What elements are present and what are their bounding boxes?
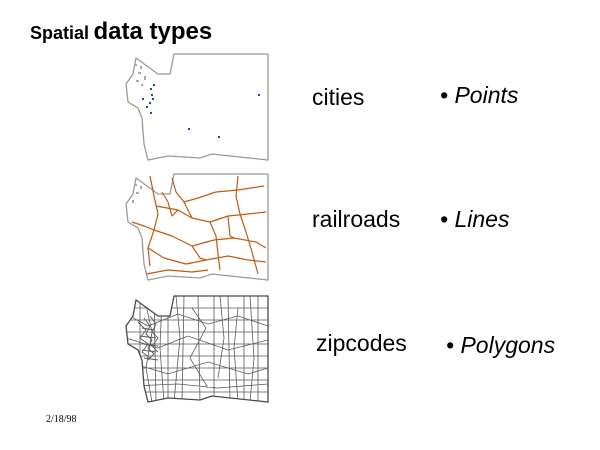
city-point bbox=[258, 94, 260, 96]
city-point bbox=[218, 136, 220, 138]
type-lines: • Lines bbox=[440, 206, 509, 233]
zipcode-polygons bbox=[126, 296, 268, 402]
slide-date: 2/18/98 bbox=[46, 414, 77, 425]
label-cities: cities bbox=[312, 84, 365, 110]
slide-title: Spatial data types bbox=[30, 18, 212, 46]
state-outline bbox=[125, 53, 269, 161]
type-points: • Points bbox=[440, 82, 518, 109]
zipcodes-polygons-map-icon bbox=[125, 295, 269, 403]
bullet-lines: • bbox=[440, 206, 449, 232]
label-railroads: railroads bbox=[312, 206, 401, 232]
city-point bbox=[149, 102, 151, 104]
puget-sound-islands bbox=[134, 64, 146, 86]
type-points-text: Points bbox=[454, 82, 519, 108]
type-polygons: • Polygons bbox=[446, 332, 555, 359]
city-point bbox=[150, 88, 152, 90]
city-point bbox=[146, 106, 148, 108]
puget-sound-islands bbox=[132, 184, 142, 203]
title-spatial: Spatial bbox=[30, 23, 90, 43]
city-points bbox=[142, 84, 260, 138]
state-outline bbox=[125, 295, 269, 403]
bullet-polygons: • bbox=[446, 332, 455, 358]
railroads-lines-map-icon bbox=[125, 173, 269, 281]
type-lines-text: Lines bbox=[454, 206, 510, 232]
label-zipcodes: zipcodes bbox=[316, 330, 407, 356]
railroad-lines bbox=[131, 175, 267, 275]
type-polygons-text: Polygons bbox=[460, 332, 556, 358]
city-point bbox=[150, 112, 152, 114]
city-point bbox=[188, 128, 190, 130]
city-point bbox=[152, 98, 154, 100]
city-point bbox=[142, 98, 144, 100]
cities-points-map-icon bbox=[125, 53, 269, 161]
city-point bbox=[151, 94, 153, 96]
bullet-points: • bbox=[440, 82, 449, 108]
title-data-types: data types bbox=[93, 18, 213, 45]
city-point bbox=[153, 84, 155, 86]
